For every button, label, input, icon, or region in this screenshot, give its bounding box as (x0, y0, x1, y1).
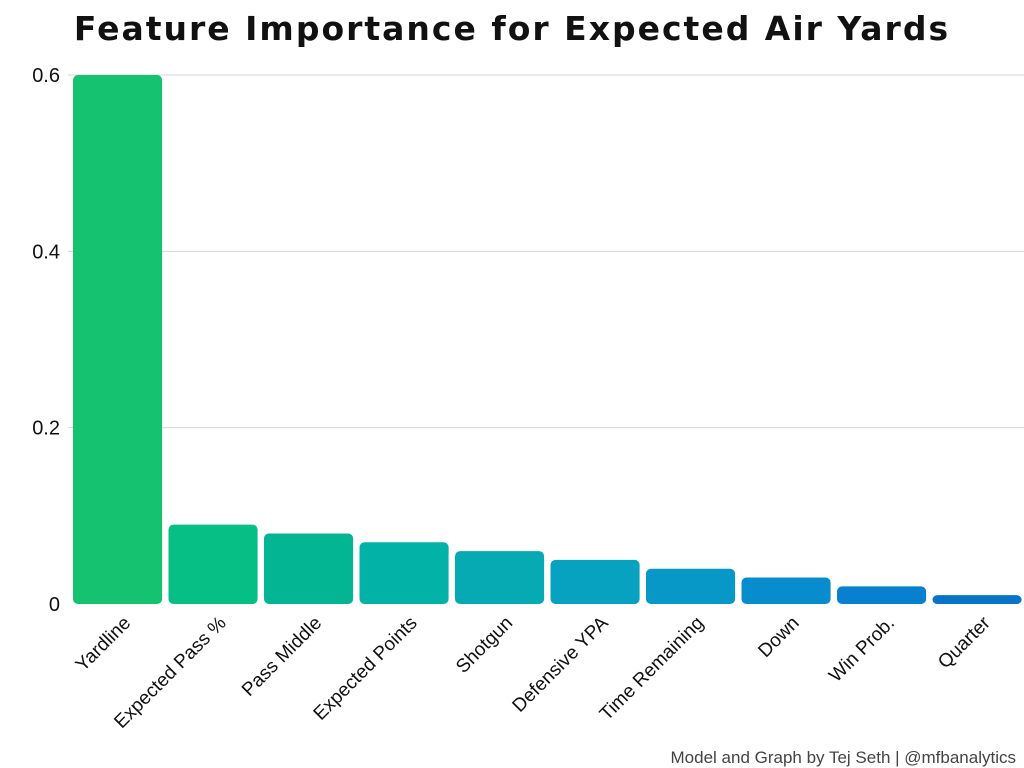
x-tick-label: Down (754, 613, 803, 662)
bar (264, 533, 354, 604)
y-tick-label: 0.4 (32, 241, 60, 263)
x-tick-label: Time Remaining (596, 613, 708, 725)
bars (73, 75, 1022, 604)
bar (550, 559, 640, 604)
chart-caption: Model and Graph by Tej Seth | @mfbanalyt… (671, 748, 1016, 767)
bar (73, 75, 163, 604)
x-tick-label: Shotgun (452, 613, 517, 678)
y-axis-ticks: 0 0.2 0.4 0.6 (32, 65, 60, 616)
y-tick-label: 0.2 (32, 418, 60, 440)
bar (932, 595, 1022, 604)
bar (168, 524, 258, 604)
x-tick-label: Expected Points (310, 613, 422, 725)
x-tick-label: Pass Middle (238, 613, 326, 701)
chart-title: Feature Importance for Expected Air Yard… (74, 9, 950, 48)
gridlines (68, 74, 1024, 429)
x-tick-label: Win Prob. (825, 613, 899, 687)
y-tick-label: 0 (49, 594, 60, 616)
y-tick-label: 0.6 (32, 65, 60, 87)
bar (646, 568, 736, 604)
bar (455, 551, 545, 604)
bar (359, 542, 449, 604)
x-tick-label: Defensive YPA (509, 612, 613, 716)
x-tick-label: Yardline (72, 613, 135, 676)
bar (837, 586, 927, 604)
x-tick-label: Quarter (934, 612, 995, 673)
bar (741, 577, 831, 604)
